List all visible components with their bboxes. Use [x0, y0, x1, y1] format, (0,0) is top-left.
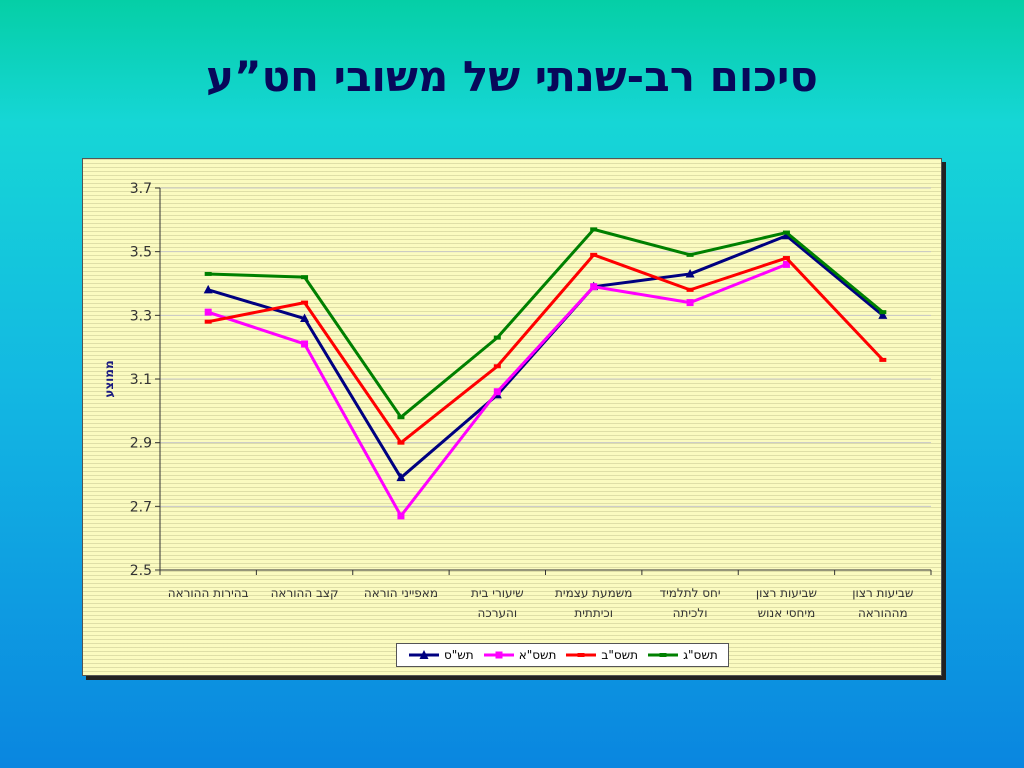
- y-tick-label: 3.1: [130, 372, 152, 388]
- data-point: [782, 256, 790, 261]
- x-tick-label: מההוראה: [858, 606, 908, 620]
- x-tick-label: משמעת עצמית: [555, 586, 632, 600]
- data-point: [301, 340, 309, 348]
- data-point: [879, 357, 887, 362]
- legend-label: תשס"א: [518, 648, 557, 662]
- data-point: [397, 512, 405, 520]
- data-point: [879, 310, 887, 315]
- data-point: [590, 283, 598, 291]
- data-point: [301, 275, 309, 280]
- slide-title: סיכום רב-שנתי של משובי חט”ע: [206, 52, 818, 101]
- legend-label: תשס"ג: [683, 648, 718, 662]
- data-point: [397, 440, 405, 445]
- legend-item: תש"ס: [407, 648, 474, 662]
- x-tick-label: ולכיתה: [673, 606, 708, 620]
- x-tick-label: מאפייני הוראה: [364, 586, 438, 600]
- chart-legend: תש"ס תשס"א תשס"ב תשס"ג: [396, 643, 729, 667]
- series-line-3: [208, 227, 884, 419]
- legend-item: תשס"א: [482, 648, 557, 662]
- legend-swatch: [483, 651, 514, 659]
- data-point: [686, 299, 694, 307]
- chart-frame: 2.5 2.7 2.9 3.1 3.3 3.5 3.7 בהירות ההוראה קצב הה…: [82, 158, 942, 676]
- data-point: [204, 271, 212, 276]
- x-tick-label: שביעות רצון: [756, 586, 817, 600]
- line-chart: 2.5 2.7 2.9 3.1 3.3 3.5 3.7 בהירות ההוראה קצב הה…: [102, 181, 932, 620]
- y-tick-label: 3.7: [130, 181, 152, 197]
- legend-label: תשס"ב: [601, 648, 639, 662]
- x-tick-label: וכיתתית: [574, 606, 613, 620]
- data-point: [396, 472, 406, 482]
- data-point: [782, 230, 790, 235]
- y-tick-label: 3.3: [130, 308, 152, 324]
- x-tick-label: שיעורי בית: [471, 586, 524, 600]
- data-point: [397, 415, 405, 420]
- y-tick-label: 2.5: [130, 563, 152, 579]
- data-point: [590, 252, 598, 257]
- data-point: [782, 260, 790, 268]
- legend-item: תשס"ב: [564, 648, 638, 662]
- legend-swatch: [409, 650, 439, 659]
- y-tick-label: 2.9: [130, 436, 152, 452]
- series-line-2: [207, 253, 884, 445]
- x-tick-label: קצב ההוראה: [271, 586, 339, 600]
- legend-item: תשס"ג: [646, 648, 718, 662]
- data-point: [493, 388, 501, 396]
- x-tick-label: שביעות רצון: [852, 586, 913, 600]
- data-point: [204, 319, 212, 324]
- x-tick-label: והערכה: [478, 606, 518, 620]
- x-tick-label: מיחסי אנוש: [758, 606, 816, 620]
- legend-label: תש"ס: [444, 648, 474, 662]
- x-tick-label: יחס לתלמיד: [660, 586, 721, 600]
- data-point: [493, 335, 501, 340]
- data-point: [686, 287, 694, 292]
- data-point: [685, 268, 695, 278]
- data-point: [781, 230, 791, 240]
- data-point: [493, 364, 501, 369]
- data-point: [203, 284, 213, 294]
- y-tick-label: 2.7: [130, 499, 152, 515]
- series-line-0: [207, 234, 884, 480]
- data-point: [878, 310, 888, 319]
- y-axis-label: ממוצע: [102, 360, 116, 397]
- data-point: [686, 252, 694, 257]
- y-tick-label: 3.5: [130, 245, 152, 261]
- legend-swatch: [648, 653, 679, 657]
- x-tick-label: בהירות ההוראה: [168, 586, 249, 600]
- legend-swatch: [566, 653, 597, 657]
- data-point: [204, 308, 212, 316]
- data-point: [301, 300, 309, 305]
- data-point: [590, 227, 598, 232]
- data-point: [300, 313, 310, 323]
